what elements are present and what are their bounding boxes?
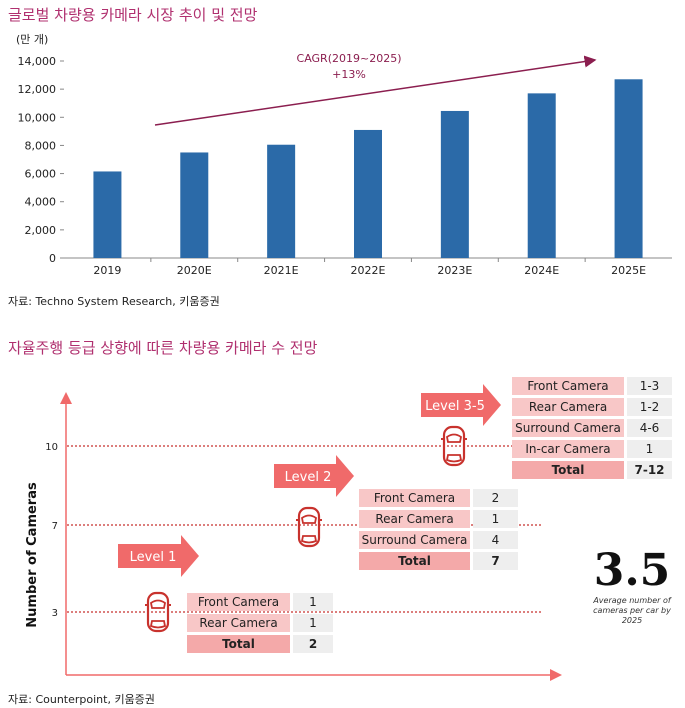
chart2-title: 자율주행 등급 상향에 따른 차량용 카메라 수 전망 <box>8 339 318 357</box>
car-icon <box>441 425 467 467</box>
total-value-cell: 7-12 <box>627 461 672 479</box>
chart2-source: 자료: Counterpoint, 키움증권 <box>8 693 155 706</box>
cagr-annotation-label: CAGR(2019~2025) <box>297 52 402 65</box>
table-row: Rear Camera 1-2 <box>512 398 672 416</box>
bar <box>527 93 556 258</box>
table-row: Surround Camera 4 <box>359 531 518 549</box>
table-row: Front Camera 1-3 <box>512 377 672 395</box>
level-3-5-camera-table: Front Camera 1-3 Rear Camera 1-2 Surroun… <box>509 374 675 482</box>
level-3-5-arrow: Level 3-5 <box>421 384 501 426</box>
total-row: Total 7 <box>359 552 518 570</box>
y-tick-label: 14,000 <box>18 55 57 68</box>
bar <box>180 152 209 258</box>
chart1-title: 글로벌 차량용 카메라 시장 추이 및 전망 <box>8 6 258 24</box>
table-row: Rear Camera 1 <box>359 510 518 528</box>
y-tick-label: 10,000 <box>18 111 57 124</box>
x-tick-label: 2025E <box>611 264 646 277</box>
x-tick-label: 2024E <box>524 264 559 277</box>
y-axis-title: Number of Cameras <box>25 482 40 628</box>
bar-chart: (만 개) 0 2,000 4,000 6,000 8,000 10,000 12,000 1… <box>16 33 672 277</box>
cagr-annotation-value: +13% <box>332 68 366 81</box>
camera-count-cell: 2 <box>473 489 518 507</box>
y-tick-label: 8,000 <box>25 139 57 152</box>
x-tick-label: 2022E <box>351 264 386 277</box>
level-1-label: Level 1 <box>130 550 177 565</box>
camera-type-cell: Rear Camera <box>512 398 624 416</box>
cagr-trend-arrow <box>154 55 597 126</box>
camera-type-cell: Surround Camera <box>512 419 624 437</box>
car-icon <box>296 506 322 548</box>
table-row: Front Camera 1 <box>187 593 333 611</box>
total-value-cell: 7 <box>473 552 518 570</box>
y-tick-label: 4,000 <box>25 196 57 209</box>
camera-count-cell: 4 <box>473 531 518 549</box>
level-2-camera-table: Front Camera 2 Rear Camera 1 Surround Ca… <box>356 486 521 573</box>
y-tick-label: 3 <box>52 608 58 619</box>
camera-type-cell: Front Camera <box>187 593 290 611</box>
y-tick-label: 7 <box>52 521 58 532</box>
y-unit-label: (만 개) <box>16 33 48 46</box>
camera-count-cell: 1 <box>293 593 333 611</box>
y-tick-label: 6,000 <box>25 168 57 181</box>
camera-type-cell: Rear Camera <box>187 614 290 632</box>
camera-type-cell: In-car Camera <box>512 440 624 458</box>
camera-count-cell: 4-6 <box>627 419 672 437</box>
camera-count-cell: 1-2 <box>627 398 672 416</box>
camera-type-cell: Front Camera <box>359 489 470 507</box>
camera-count-cell: 1 <box>473 510 518 528</box>
car-icon <box>145 591 171 633</box>
table-row: In-car Camera 1 <box>512 440 672 458</box>
total-label-cell: Total <box>187 635 290 653</box>
bar <box>614 79 643 258</box>
level-3-5-label: Level 3-5 <box>425 399 485 414</box>
total-label-cell: Total <box>359 552 470 570</box>
x-tick-label: 2023E <box>437 264 472 277</box>
bar <box>93 171 122 258</box>
camera-count-cell: 1 <box>293 614 333 632</box>
average-camera-caption: Average number of cameras per car by 202… <box>593 596 671 625</box>
level-1-arrow: Level 1 <box>118 535 199 577</box>
camera-type-cell: Front Camera <box>512 377 624 395</box>
table-row: Front Camera 2 <box>359 489 518 507</box>
x-tick-label: 2019 <box>93 264 121 277</box>
total-value-cell: 2 <box>293 635 333 653</box>
y-tick-label: 12,000 <box>18 83 57 96</box>
camera-count-cell: 1 <box>627 440 672 458</box>
level-2-arrow: Level 2 <box>274 455 354 497</box>
chart1-source: 자료: Techno System Research, 키움증권 <box>8 295 220 308</box>
camera-count-cell: 1-3 <box>627 377 672 395</box>
average-camera-count: 3.5 <box>593 545 671 596</box>
bar <box>440 110 469 258</box>
camera-level-diagram: 10 7 3 Number of Cameras Level 1 Level 2… <box>25 384 562 681</box>
camera-type-cell: Rear Camera <box>359 510 470 528</box>
y-tick-label: 0 <box>49 252 56 265</box>
camera-type-cell: Surround Camera <box>359 531 470 549</box>
y-tick-label: 2,000 <box>25 224 57 237</box>
total-row: Total 2 <box>187 635 333 653</box>
x-tick-label: 2020E <box>177 264 212 277</box>
total-row: Total 7-12 <box>512 461 672 479</box>
table-row: Surround Camera 4-6 <box>512 419 672 437</box>
table-row: Rear Camera 1 <box>187 614 333 632</box>
bar <box>354 129 382 258</box>
total-label-cell: Total <box>512 461 624 479</box>
x-tick-label: 2021E <box>264 264 299 277</box>
level-2-label: Level 2 <box>285 470 332 485</box>
y-tick-label: 10 <box>45 442 58 453</box>
bar <box>267 144 296 258</box>
level-1-camera-table: Front Camera 1 Rear Camera 1 Total 2 <box>184 590 336 656</box>
